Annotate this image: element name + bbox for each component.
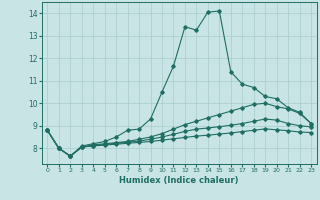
- X-axis label: Humidex (Indice chaleur): Humidex (Indice chaleur): [119, 176, 239, 185]
